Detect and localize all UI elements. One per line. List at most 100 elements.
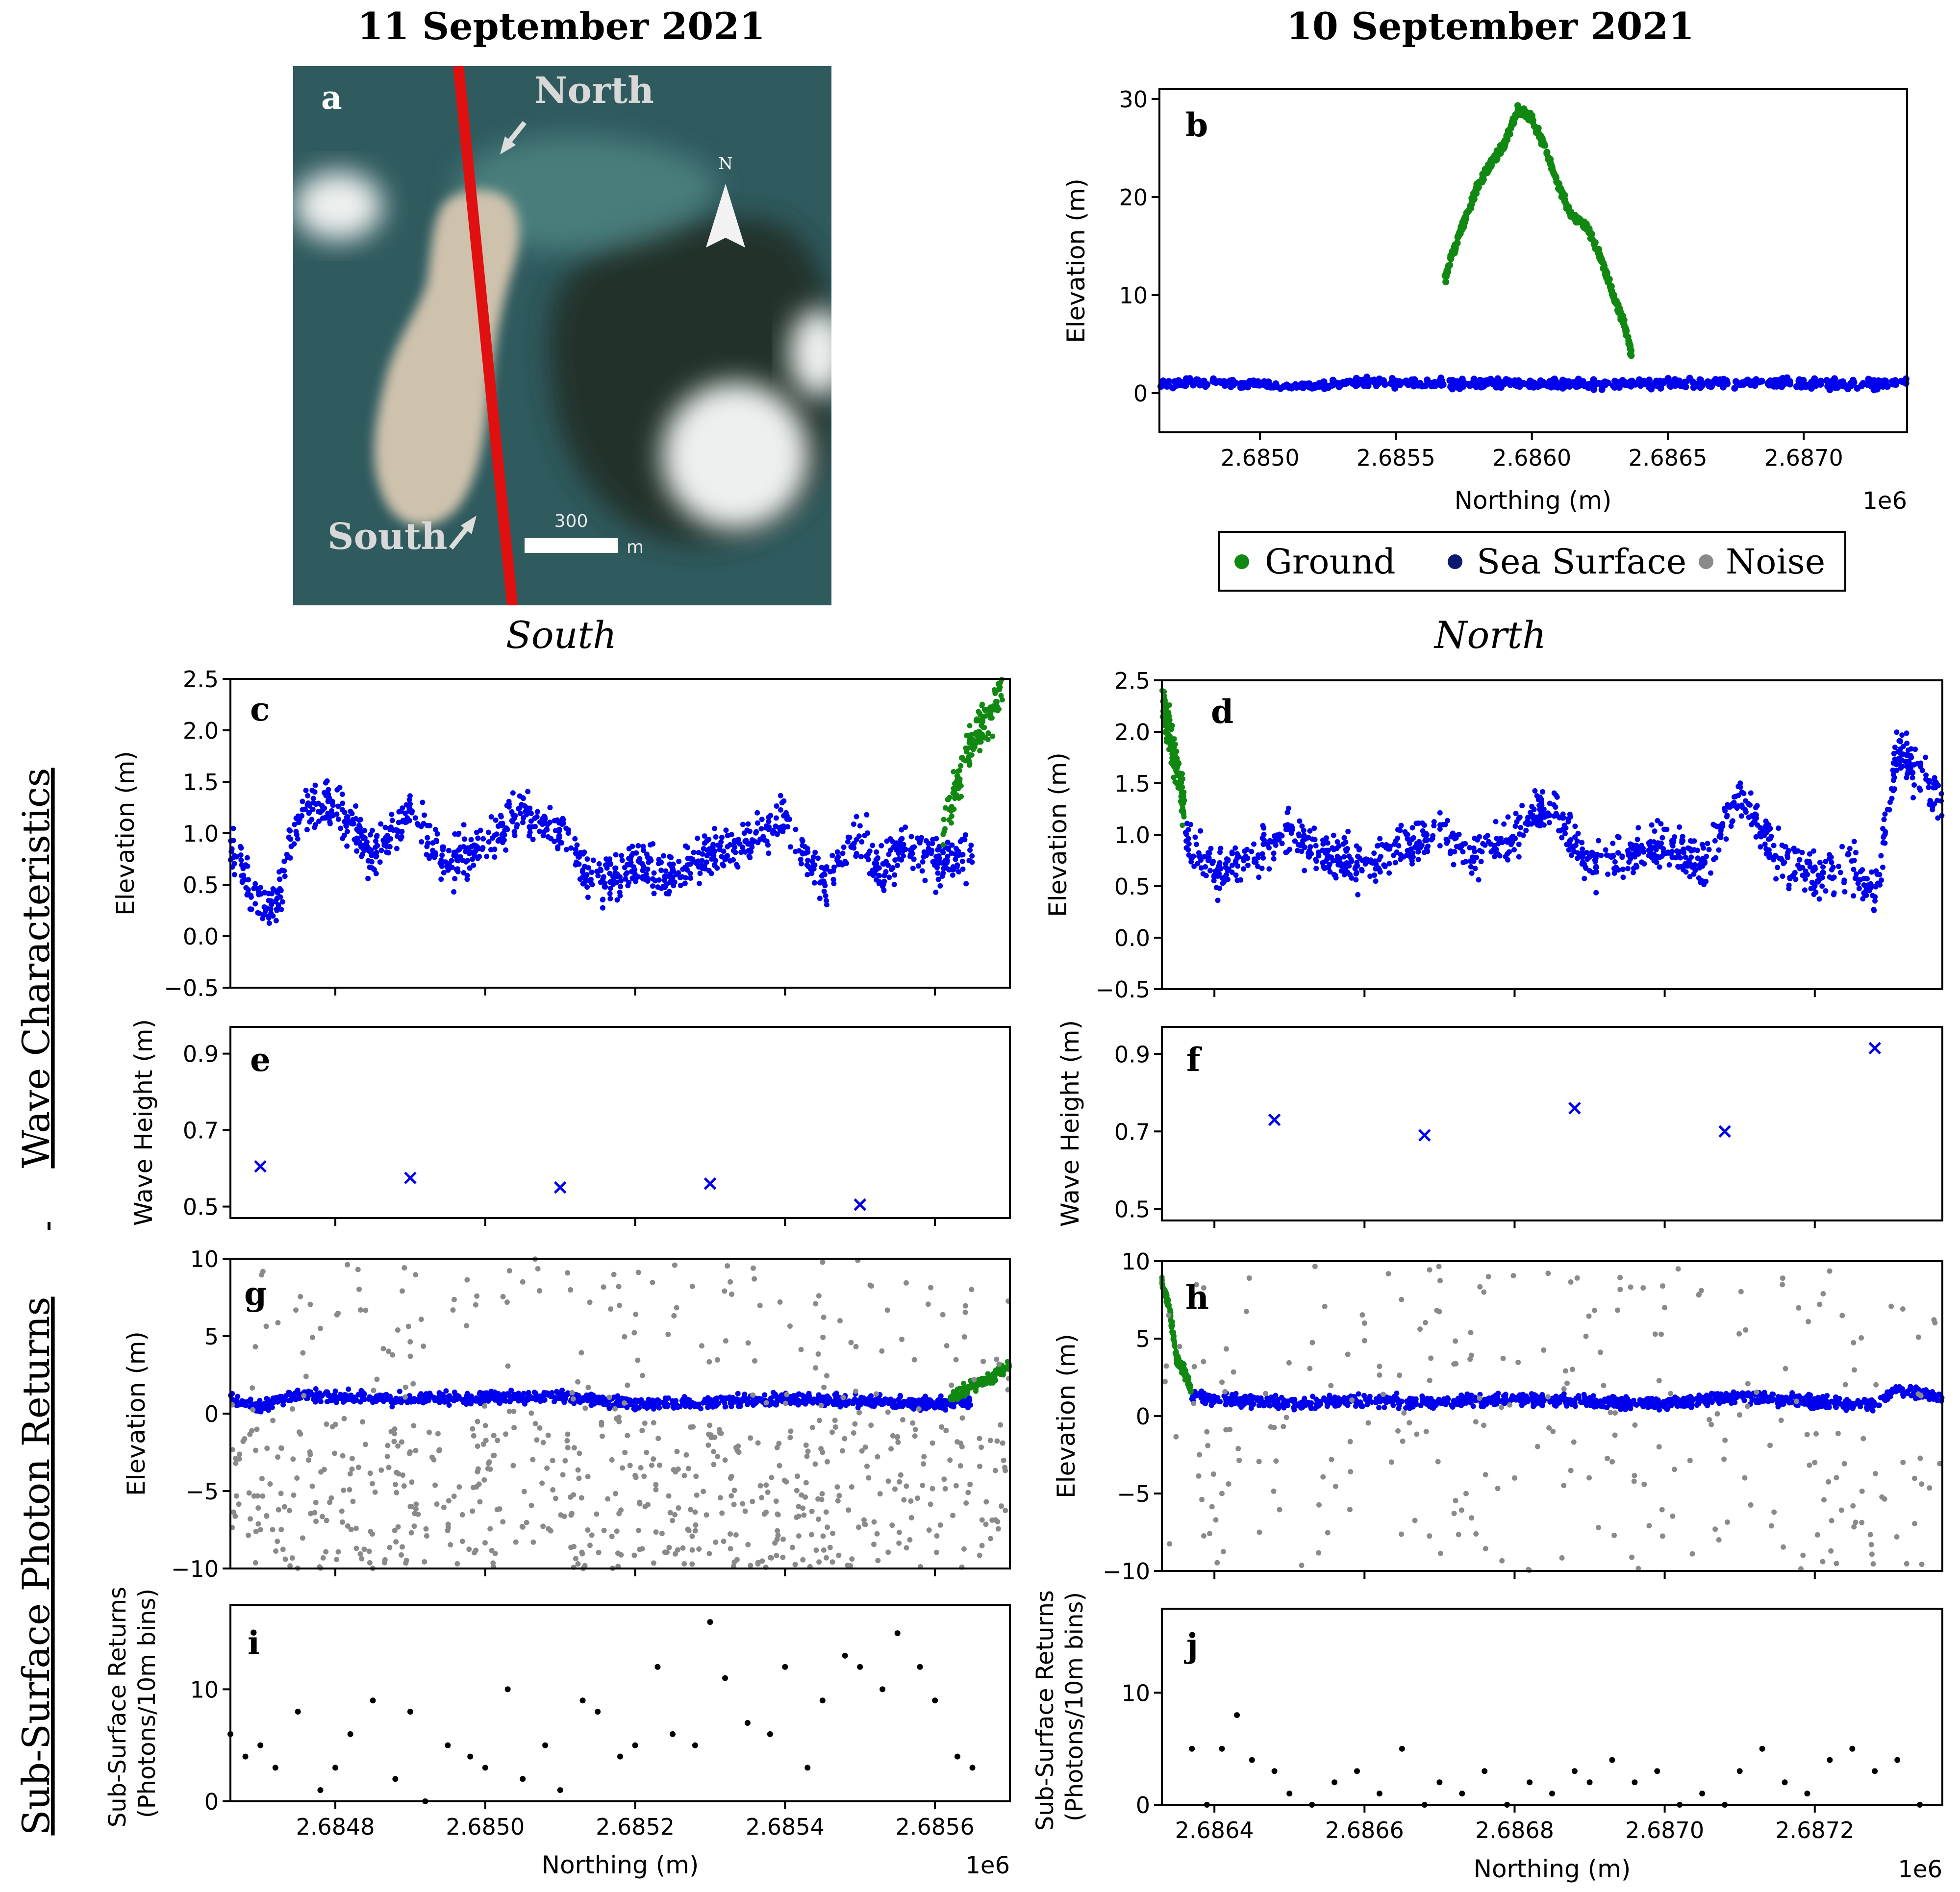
noise-point [339, 1508, 345, 1514]
sea-surface-point [770, 827, 776, 833]
sea-surface-point [584, 856, 590, 862]
sea-surface-point [1773, 876, 1779, 882]
sea-surface-point [1279, 833, 1285, 839]
sea-surface-point [1584, 856, 1590, 862]
panel-c: c −0.50.00.51.01.52.02.5 Elevation (m) [111, 666, 1011, 1001]
sea-surface-point [885, 1397, 891, 1403]
sea-surface-point [632, 1407, 638, 1413]
ground-point [977, 747, 983, 753]
sea-surface-point [309, 817, 315, 822]
sea-surface-point [1386, 861, 1392, 867]
xtick-label: 2.6855 [1357, 445, 1435, 471]
sea-surface-point [1215, 868, 1221, 873]
ytick-label: 20 [1119, 184, 1148, 211]
sea-surface-point [1811, 892, 1817, 897]
sea-surface-point [626, 862, 631, 868]
sea-surface-point [798, 856, 804, 862]
sea-surface-point [1227, 377, 1234, 385]
sea-surface-point [1821, 870, 1827, 875]
sea-surface-point [1266, 866, 1272, 872]
sea-surface-point [640, 868, 646, 873]
sea-surface-point [928, 850, 934, 856]
sea-surface-point [847, 834, 853, 840]
sea-surface-point [240, 866, 246, 871]
sea-surface-point [950, 872, 955, 878]
sea-surface-point [1387, 843, 1393, 849]
sea-surface-point [623, 876, 628, 882]
sea-surface-point [1320, 847, 1326, 853]
sea-surface-point [881, 888, 887, 894]
sea-surface-point [1625, 847, 1631, 853]
wave-height-marker [404, 1171, 417, 1184]
sea-surface-point [1817, 860, 1823, 866]
sea-surface-point [1904, 730, 1910, 736]
sea-surface-point [1256, 852, 1261, 858]
sea-surface-point [1468, 864, 1474, 870]
sea-surface-point [1672, 834, 1678, 840]
sea-surface-point [1683, 869, 1689, 875]
sea-surface-point [514, 824, 520, 830]
sea-surface-point [1476, 877, 1482, 883]
ground-point [954, 792, 959, 798]
sea-surface-point [1847, 846, 1853, 851]
sea-surface-point [1823, 888, 1829, 894]
sea-surface-point [615, 874, 621, 880]
sea-surface-point [1928, 798, 1934, 804]
sea-surface-point [230, 838, 236, 844]
ground-point [1608, 287, 1615, 294]
sea-surface-point [1666, 862, 1672, 868]
panel-d-xticks [1213, 989, 1816, 997]
sea-surface-point [1782, 844, 1788, 850]
sea-surface-point [1445, 818, 1451, 823]
panel-d-ylabel: Elevation (m) [1044, 752, 1072, 917]
sea-surface-point [857, 823, 863, 829]
sea-surface-point [765, 842, 771, 848]
ground-point [998, 693, 1004, 698]
sea-surface-point [1518, 824, 1524, 830]
sea-surface-point [840, 850, 846, 856]
sea-surface-point [824, 902, 829, 908]
ground-point [1172, 753, 1178, 759]
sea-surface-point [1437, 843, 1443, 848]
sea-surface-point [819, 865, 825, 871]
ground-point [951, 769, 956, 775]
sea-surface-point [1265, 378, 1272, 386]
sea-surface-point [1593, 890, 1599, 896]
sea-surface-point [553, 1395, 559, 1401]
sea-surface-point [498, 813, 503, 819]
sea-surface-point [945, 839, 951, 845]
ground-point [1443, 271, 1450, 278]
left-date-title: 11 September 2021 [357, 4, 765, 48]
sea-surface-point [901, 842, 906, 847]
sea-surface-point [445, 867, 451, 873]
sea-surface-point [1559, 835, 1565, 841]
sea-surface-point [967, 847, 973, 853]
sea-surface-point [260, 916, 266, 921]
ground-point [1458, 224, 1466, 232]
sea-surface-point [1519, 803, 1525, 809]
sea-surface-point [1697, 862, 1703, 868]
sea-surface-point [676, 870, 681, 876]
sea-surface-point [517, 805, 523, 811]
ground-point [954, 773, 960, 779]
sea-surface-point [1440, 822, 1446, 827]
sea-surface-point [248, 894, 254, 900]
sea-surface-point [1283, 826, 1289, 832]
sea-surface-point [378, 847, 384, 853]
scale-value: 300 [554, 511, 588, 531]
sea-surface-point [256, 1408, 262, 1414]
sea-surface-point [955, 852, 961, 858]
sea-surface-point [1536, 819, 1542, 825]
sea-surface-point [645, 866, 651, 872]
ground-point [1165, 731, 1171, 737]
sea-surface-point [534, 809, 540, 815]
sea-surface-point [532, 815, 538, 821]
ground-point [1603, 269, 1610, 276]
sea-surface-point [1251, 841, 1257, 847]
sea-surface-point [598, 879, 603, 885]
sea-surface-point [555, 846, 561, 851]
cloud [662, 382, 809, 529]
ground-point [958, 794, 964, 799]
sea-surface-point [1225, 868, 1231, 873]
panel-f: f 0.50.70.9 Wave Height (m) [1056, 1020, 1943, 1228]
